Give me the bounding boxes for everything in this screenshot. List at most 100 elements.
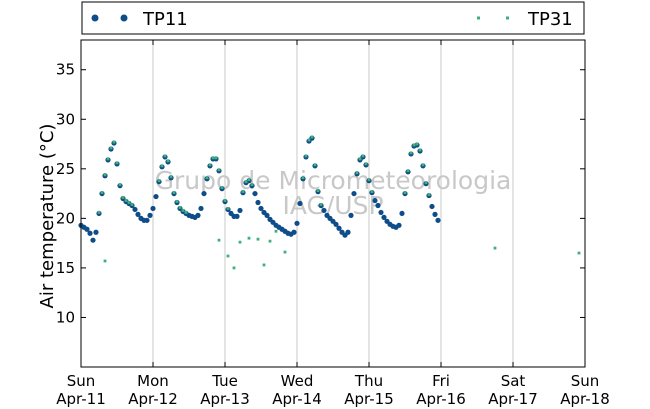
legend-marker-tp31-a [477, 16, 480, 20]
data-point-tp11 [435, 217, 441, 223]
legend-label-tp31: TP31 [527, 9, 573, 30]
data-point-tp11 [258, 205, 264, 212]
data-point-tp31 [223, 199, 227, 202]
data-point-tp31 [256, 237, 260, 241]
data-point-tp31 [364, 162, 368, 166]
data-point-tp11 [132, 206, 138, 213]
y-axis: 10 15 20 25 30 35 [56, 61, 585, 326]
data-point-tp31 [220, 186, 224, 190]
data-point-tp11 [237, 207, 243, 214]
data-point-tp31 [181, 209, 185, 212]
data-point-tp31 [577, 251, 581, 255]
data-point-tp31 [217, 168, 221, 172]
y-tick-label: 15 [56, 259, 75, 277]
legend-marker-tp11-a [91, 14, 99, 22]
data-point-tp11 [345, 229, 351, 235]
data-point-tp11 [348, 212, 354, 218]
data-point-tp11 [264, 212, 270, 218]
data-point-tp11 [90, 237, 96, 243]
data-point-tp31 [310, 135, 314, 139]
data-point-tp31 [178, 206, 182, 209]
data-point-tp31 [244, 180, 248, 184]
data-point-tp11 [297, 200, 303, 207]
data-point-tp31 [418, 148, 422, 152]
data-point-tp31 [160, 164, 164, 168]
x-tick-label-date: Apr-18 [560, 390, 610, 408]
data-point-tp31 [250, 183, 254, 187]
data-point-tp11 [153, 193, 159, 200]
data-point-tp31 [124, 199, 128, 202]
y-axis-label: Air temperature (°C) [37, 124, 58, 309]
data-point-tp31 [205, 176, 209, 180]
data-point-tp31 [130, 203, 134, 206]
data-point-tp31 [106, 157, 110, 161]
data-point-tp11 [255, 199, 261, 206]
data-point-tp31 [109, 146, 113, 150]
x-tick-label-date: Apr-11 [56, 390, 106, 408]
data-point-tp11 [291, 229, 297, 235]
x-tick-label-day: Wed [281, 372, 314, 390]
data-point-tp11 [234, 213, 240, 219]
data-point-tp11 [195, 212, 201, 218]
data-point-tp11 [381, 214, 387, 220]
data-point-tp31 [274, 229, 278, 233]
x-tick-label-date: Apr-16 [416, 390, 466, 408]
data-point-tp31 [493, 246, 497, 250]
x-tick-label-day: Sun [571, 372, 600, 390]
data-point-tp31 [415, 142, 419, 146]
data-point-tp11 [336, 225, 342, 231]
data-point-tp11 [93, 229, 99, 235]
y-tick-label: 35 [56, 61, 75, 79]
data-point-tp11 [252, 190, 258, 197]
data-point-tp31 [226, 254, 230, 258]
x-tick-label-day: Fri [432, 372, 450, 390]
x-tick-label-day: Sat [501, 372, 526, 390]
data-point-tp31 [166, 159, 170, 163]
data-point-tp31 [355, 171, 359, 175]
data-point-tp31 [412, 143, 416, 147]
data-point-tp31 [406, 169, 410, 173]
watermark-line-2: IAG/USP [282, 191, 383, 220]
legend-frame [81, 1, 585, 35]
data-point-tp31 [157, 179, 161, 183]
x-tick-label-day: Tue [211, 372, 238, 390]
data-point-tp31 [217, 238, 221, 242]
data-point-tp31 [118, 183, 122, 187]
data-point-tp31 [115, 161, 119, 165]
data-point-tp31 [97, 211, 101, 214]
data-points [78, 135, 581, 270]
data-point-tp31 [307, 138, 311, 142]
y-tick-label: 10 [56, 308, 75, 326]
data-point-tp31 [316, 189, 320, 193]
data-point-tp11 [375, 202, 381, 209]
x-tick-label-day: Mon [137, 372, 169, 390]
data-point-tp31 [268, 239, 272, 243]
y-tick-label: 30 [56, 110, 75, 128]
y-tick-label: 20 [56, 209, 75, 227]
data-point-tp31 [409, 151, 413, 155]
data-point-tp31 [283, 250, 287, 254]
data-point-tp31 [370, 190, 374, 194]
data-point-tp31 [238, 240, 242, 244]
legend-marker-tp31-b [506, 16, 509, 20]
data-point-tp31 [313, 163, 317, 167]
data-point-tp11 [429, 203, 435, 210]
data-point-tp31 [247, 236, 251, 240]
x-axis: SunApr-11MonApr-12TueApr-13WedApr-14ThuA… [56, 40, 610, 408]
data-point-tp11 [399, 210, 405, 217]
data-point-tp31 [100, 191, 104, 194]
legend-label-tp11: TP11 [142, 9, 188, 30]
data-point-tp11 [333, 221, 339, 227]
data-point-tp31 [169, 175, 173, 179]
data-point-tp11 [378, 209, 384, 216]
data-point-tp31 [424, 181, 428, 185]
data-point-tp31 [232, 266, 236, 270]
data-point-tp31 [214, 156, 218, 160]
y-tick-label: 25 [56, 160, 75, 178]
watermark-line-1: Grupo de Micrometeorologia [155, 166, 512, 195]
data-point-tp31 [121, 196, 125, 199]
x-tick-label-date: Apr-13 [200, 390, 250, 408]
data-point-tp31 [358, 157, 362, 161]
data-point-tp11 [201, 190, 207, 197]
